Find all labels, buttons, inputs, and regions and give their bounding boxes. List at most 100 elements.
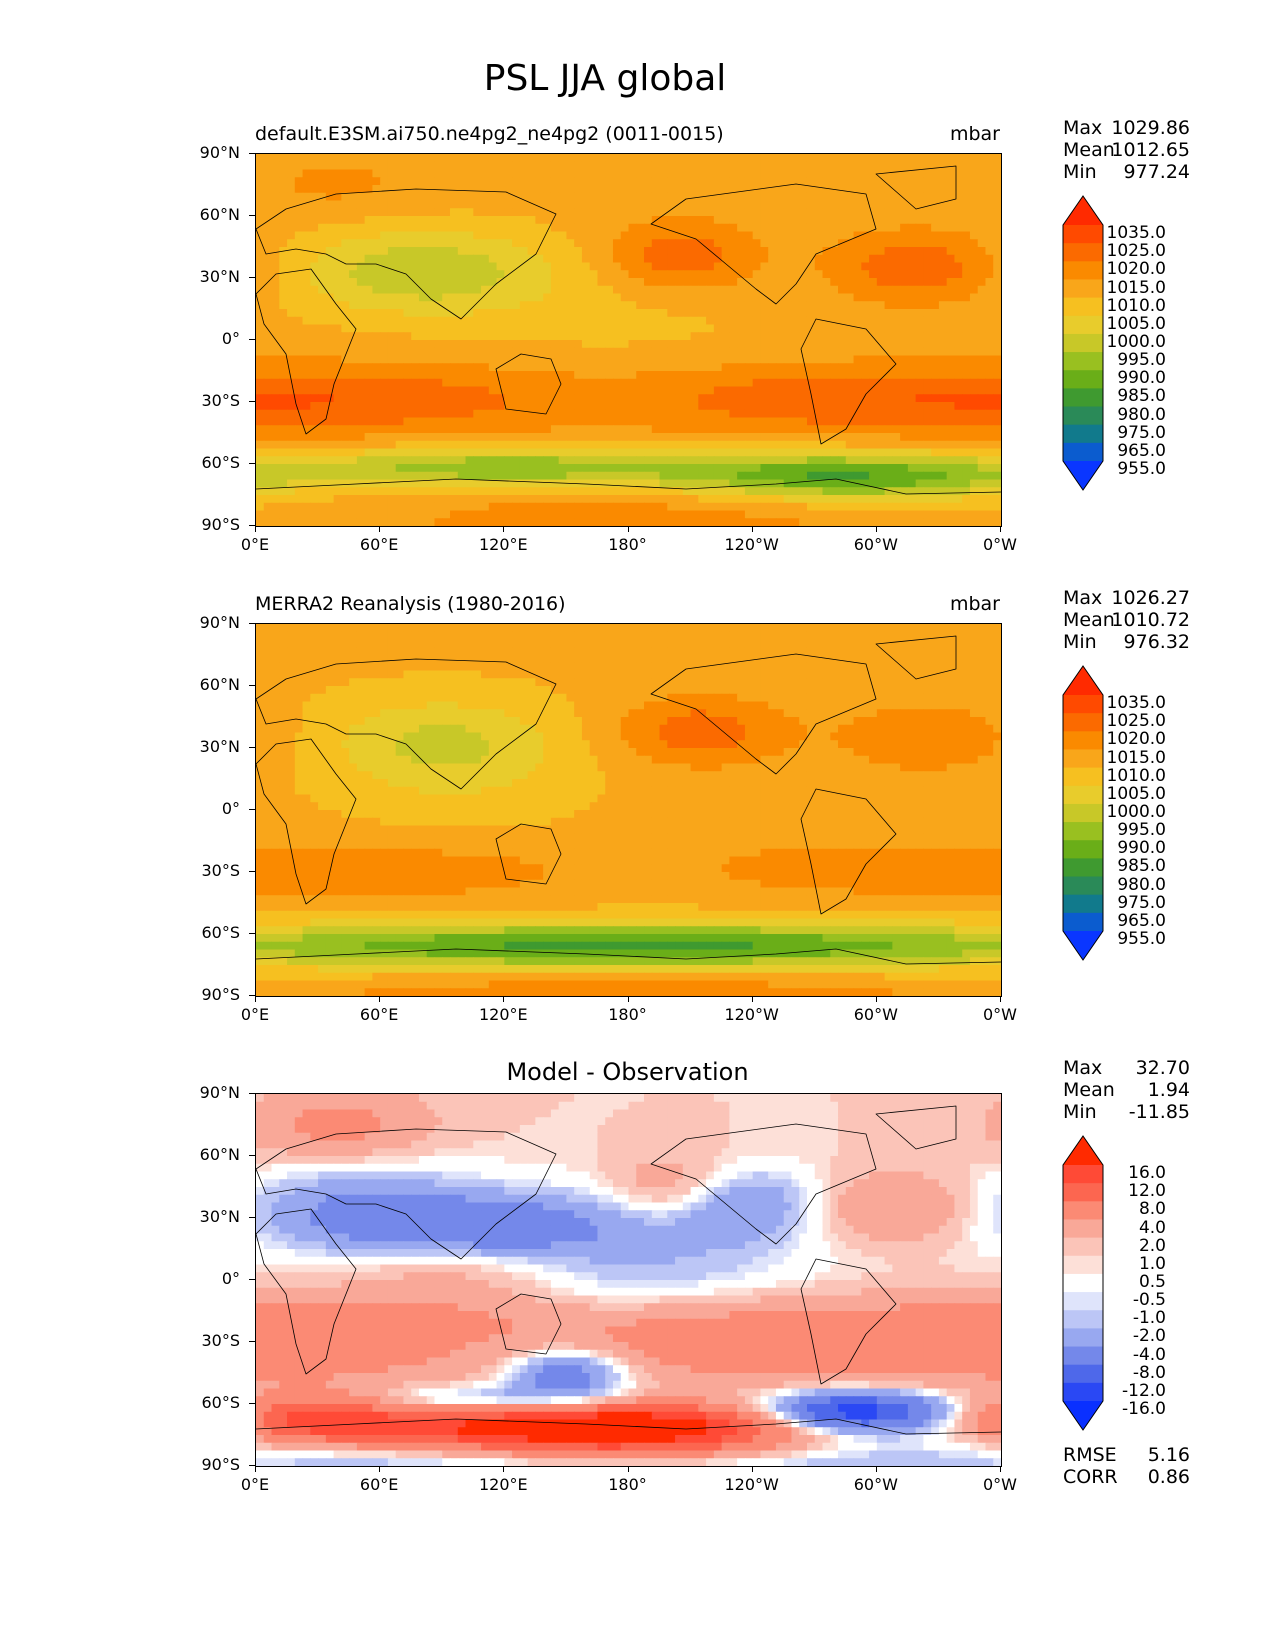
contour-cell (962, 394, 971, 403)
contour-cell (682, 332, 692, 341)
contour-cell (473, 177, 482, 186)
contour-cell (682, 363, 692, 372)
contour-cell (519, 417, 529, 426)
contour-cell (504, 177, 513, 186)
contour-cell (768, 154, 777, 163)
contour-cell (380, 270, 389, 279)
contour-cell (310, 471, 319, 481)
contour-cell (628, 479, 637, 488)
contour-cell (791, 239, 800, 248)
contour-cell (333, 409, 342, 419)
contour-cell (744, 433, 754, 442)
contour-cell (838, 247, 847, 256)
contour-cell (954, 378, 963, 388)
contour-cell (496, 301, 505, 310)
contour-cell (752, 239, 762, 248)
contour-cell (667, 231, 676, 240)
contour-cell (527, 639, 536, 648)
contour-cell (543, 624, 552, 633)
contour-cell (341, 464, 350, 473)
contour-cell (667, 239, 676, 248)
contour-cell (752, 216, 762, 225)
contour-cell (636, 433, 645, 442)
contour-cell (450, 161, 459, 171)
contour-cell (612, 448, 622, 457)
contour-cell (558, 639, 568, 648)
contour-cell (744, 177, 754, 186)
contour-cell (302, 479, 311, 488)
contour-cell (768, 479, 777, 488)
contour-cell (543, 208, 552, 217)
contour-cell (519, 363, 529, 372)
contour-cell (380, 154, 389, 163)
contour-cell (806, 216, 816, 225)
contour-cell (931, 639, 940, 648)
contour-cell (558, 185, 568, 194)
contour-cell (473, 223, 482, 233)
contour-cell (744, 639, 754, 648)
contour-cell (977, 177, 987, 186)
contour-cell (884, 185, 893, 194)
contour-cell (457, 223, 467, 233)
contour-cell (682, 154, 692, 163)
contour-cell (760, 161, 769, 171)
contour-cell (698, 425, 707, 434)
contour-cell (256, 192, 265, 202)
contour-cell (605, 518, 614, 526)
contour-cell (302, 456, 311, 465)
contour-cell (395, 433, 405, 442)
contour-cell (605, 239, 614, 248)
contour-cell (581, 332, 591, 341)
contour-cell (954, 471, 963, 481)
contour-cell (768, 347, 777, 357)
contour-cell (892, 440, 901, 450)
contour-cell (721, 239, 730, 248)
contour-cell (535, 386, 544, 395)
contour-cell (349, 316, 358, 326)
contour-cell (287, 169, 296, 178)
contour-cell (496, 355, 505, 364)
contour-cell (884, 192, 893, 202)
contour-cell (768, 270, 777, 279)
contour-cell (380, 417, 389, 426)
contour-cell (799, 363, 808, 372)
contour-cell (271, 448, 280, 457)
contour-cell (550, 270, 560, 279)
contour-cell (256, 518, 265, 526)
contour-cell (713, 355, 723, 364)
contour-cell (558, 464, 568, 473)
contour-cell (364, 631, 374, 641)
contour-cell (931, 518, 940, 526)
contour-cell (318, 409, 327, 419)
contour-cell (333, 324, 342, 333)
contour-cell (349, 647, 358, 656)
contour-cell (675, 440, 684, 450)
contour-cell (861, 425, 870, 434)
contour-cell (822, 417, 831, 426)
contour-cell (659, 270, 668, 279)
contour-cell (845, 631, 855, 641)
contour-cell (760, 386, 769, 395)
contour-cell (876, 624, 886, 633)
contour-cell (907, 518, 917, 526)
contour-cell (644, 309, 653, 318)
contour-cell (287, 270, 296, 279)
contour-cell (892, 324, 901, 333)
contour-cell (349, 254, 358, 264)
contour-cell (356, 262, 366, 271)
contour-cell (946, 518, 956, 526)
contour-cell (907, 200, 917, 209)
contour-cell (853, 154, 862, 163)
contour-cell (496, 425, 505, 434)
contour-cell (977, 502, 987, 512)
contour-cell (434, 409, 443, 419)
contour-cell (574, 510, 583, 519)
contour-cell (426, 169, 436, 178)
contour-cell (349, 324, 358, 333)
contour-cell (791, 254, 800, 264)
contour-cell (822, 223, 831, 233)
contour-cell (574, 185, 583, 194)
contour-cell (310, 324, 319, 333)
contour-cell (628, 417, 637, 426)
contour-cell (838, 502, 847, 512)
